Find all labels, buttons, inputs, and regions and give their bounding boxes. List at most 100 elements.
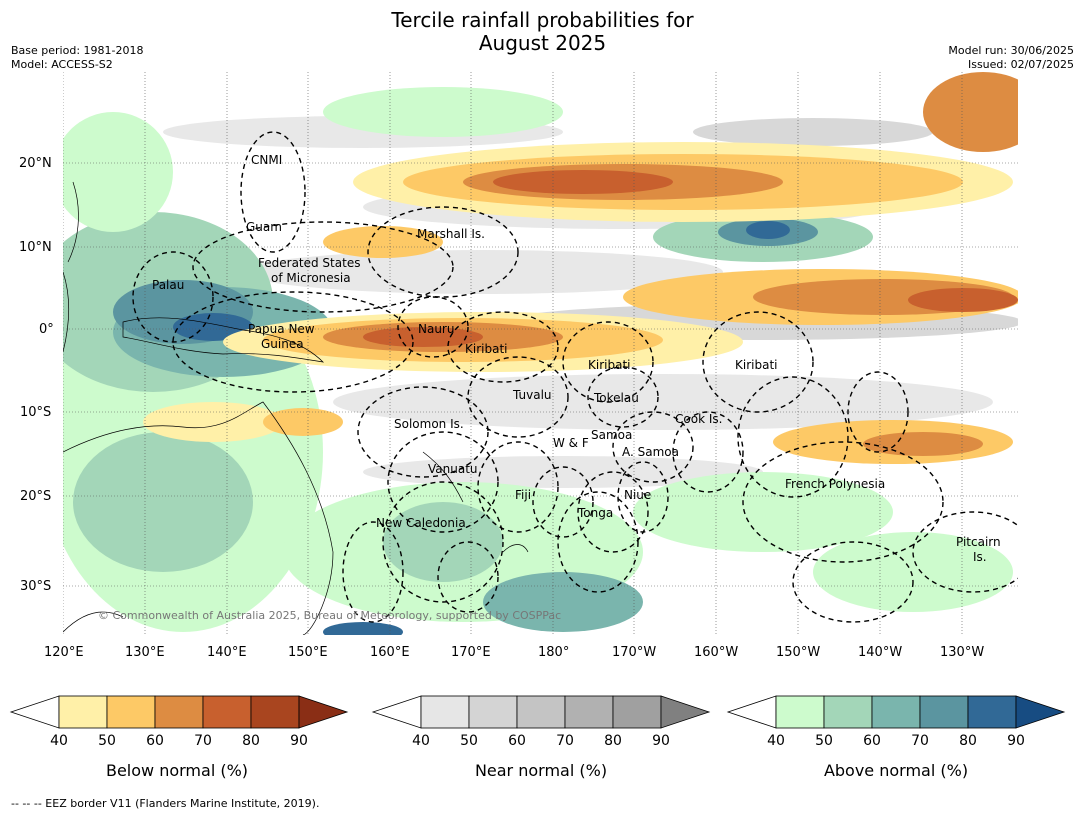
label-samoa: Samoa [591,428,633,442]
cb-below-tick-90: 90 [290,733,308,749]
lon-label-140e: 140°E [207,645,247,660]
colorbar-near-swatch-40 [420,695,470,729]
label-pitcairn-2: Is. [973,550,987,564]
lon-label-150w: 150°W [776,645,821,660]
label-micronesia-2: of Micronesia [271,271,351,285]
above-normal-field [63,87,1013,635]
model-name: Model: ACCESS-S2 [11,58,113,71]
lon-label-120e: 120°E [44,645,84,660]
label-vanuatu: Vanuatu [428,462,478,476]
eez-footnote: -- -- -- EEZ border V11 (Flanders Marine… [11,797,320,810]
cb-below-tick-70: 70 [194,733,212,749]
copyright-notice: © Commonwealth of Australia 2025, Bureau… [98,609,562,622]
cb-above-tick-90: 90 [1007,733,1025,749]
lon-label-180: 180° [538,645,570,660]
colorbar-above-swatch-70 [919,695,969,729]
colorbars-svg [9,695,1066,729]
cb-above-tick-80: 80 [959,733,977,749]
colorbar-near [371,695,711,729]
lat-label-0: 0° [39,322,54,337]
cb-near-tick-70: 70 [556,733,574,749]
colorbar-below [9,695,349,729]
colorbar-near-label: Near normal (%) [474,761,608,780]
colorbar-above-low-arrow [726,695,777,729]
label-tokelau: Tokelau [594,391,639,405]
label-french-polynesia: French Polynesia [785,477,886,491]
lat-label-10n: 10°N [19,240,52,255]
label-niue: Niue [624,488,652,502]
colorbar-below-high-arrow [298,695,349,729]
cb-near-tick-90: 90 [652,733,670,749]
lon-label-140w: 140°W [858,645,903,660]
cb-below-tick-50: 50 [98,733,116,749]
map-title-line1: Tercile rainfall probabilities for [391,8,694,32]
colorbar-below-low-arrow [9,695,60,729]
cb-above-tick-60: 60 [863,733,881,749]
colorbar-below-swatch-40 [58,695,108,729]
label-wallis-futuna: W & F [553,436,589,450]
lon-label-130e: 130°E [125,645,165,660]
colorbar-near-high-arrow [660,695,711,729]
colorbar-near-swatch-60 [516,695,566,729]
cb-near-tick-40: 40 [412,733,430,749]
label-png-2: Guinea [261,337,304,351]
colorbar-below-swatch-50 [106,695,156,729]
label-marshall-is: Marshall Is. [417,227,485,241]
map-canvas [63,72,1018,635]
lat-label-10s: 10°S [20,405,52,420]
label-solomon-is: Solomon Is. [394,417,464,431]
colorbar-below-label: Below normal (%) [105,761,249,780]
label-cnmi: CNMI [251,153,283,167]
lat-label-20n: 20°N [19,156,52,171]
colorbar-near-swatch-80 [612,695,662,729]
colorbar-below-swatch-80 [250,695,300,729]
lon-label-160w: 160°W [694,645,739,660]
meta-left: Base period: 1981-2018 Model: ACCESS-S2 [11,44,143,72]
colorbar-above [726,695,1066,729]
colorbar-above-swatch-40 [775,695,825,729]
cb-below-tick-60: 60 [146,733,164,749]
cb-above-tick-50: 50 [815,733,833,749]
colorbar-above-label: Above normal (%) [823,761,969,780]
colorbar-above-swatch-50 [823,695,873,729]
cb-near-tick-60: 60 [508,733,526,749]
lon-label-160e: 160°E [370,645,410,660]
cb-below-tick-80: 80 [242,733,260,749]
label-kiribati-west: Kiribati [465,342,508,356]
label-guam: Guam [246,220,282,234]
probability-map [63,72,1018,635]
base-period: Base period: 1981-2018 [11,44,144,57]
label-kiribati-east: Kiribati [735,358,778,372]
cb-below-tick-40: 40 [50,733,68,749]
colorbar-near-swatch-70 [564,695,614,729]
colorbar-below-swatch-60 [154,695,204,729]
label-fiji: Fiji [515,488,532,502]
label-palau: Palau [152,278,185,292]
colorbar-above-swatch-60 [871,695,921,729]
colorbar-near-swatch-50 [468,695,518,729]
lon-label-170e: 170°E [451,645,491,660]
coastlines [63,181,529,635]
label-tonga: Tonga [578,506,614,520]
lon-label-130w: 130°W [940,645,985,660]
label-pitcairn-1: Pitcairn [956,535,1001,549]
map-title-line2: August 2025 [478,31,607,55]
lat-label-20s: 20°S [20,489,52,504]
label-kiribati-central: Kiribati [588,358,631,372]
eez-borders [132,131,1018,623]
label-new-caledonia: New Caledonia [376,516,466,530]
cb-near-tick-50: 50 [460,733,478,749]
model-run: Model run: 30/06/2025 [948,44,1074,57]
cb-above-tick-40: 40 [767,733,785,749]
label-png-1: Papua New [248,322,315,336]
issued-date: Issued: 02/07/2025 [967,58,1074,71]
cb-above-tick-70: 70 [911,733,929,749]
graticule [63,72,1018,635]
lon-label-170w: 170°W [612,645,657,660]
colorbar-above-swatch-80 [967,695,1017,729]
colorbar-above-high-arrow [1015,695,1066,729]
lon-label-150e: 150°E [288,645,328,660]
label-cook-is: Cook Is. [675,412,723,426]
cb-near-tick-80: 80 [604,733,622,749]
label-tuvalu: Tuvalu [513,388,552,402]
